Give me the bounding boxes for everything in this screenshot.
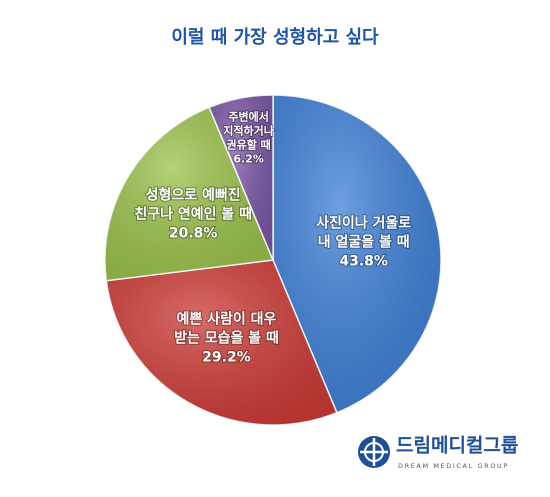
category-label: 성형으로 예뻐진 bbox=[146, 186, 241, 203]
category-label: 친구나 연예인 볼 때 bbox=[134, 205, 252, 222]
logo-name: 드림메디컬그룹 bbox=[396, 435, 518, 457]
logo-icon-ring bbox=[364, 442, 384, 462]
value-label: 29.2% bbox=[202, 349, 251, 365]
chart-title: 이럴 때 가장 성형하고 싶다 bbox=[171, 26, 379, 48]
category-label: 주변에서 bbox=[228, 110, 268, 124]
category-label: 권유할 때 bbox=[226, 138, 270, 152]
category-label: 예쁜 사람이 대우 bbox=[177, 310, 277, 327]
category-label: 내 얼굴을 볼 때 bbox=[318, 234, 410, 250]
logo-subtitle: DREAM MEDICAL GROUP bbox=[398, 462, 509, 470]
category-label: 사진이나 거울로 bbox=[316, 214, 411, 231]
category-label: 받는 모습을 볼 때 bbox=[174, 329, 279, 346]
value-label: 43.8% bbox=[339, 253, 388, 269]
value-label: 20.8% bbox=[169, 225, 218, 241]
value-label: 6.2% bbox=[233, 153, 264, 166]
category-label: 지적하거나 bbox=[223, 124, 274, 138]
logo: 드림메디컬그룹 DREAM MEDICAL GROUP bbox=[358, 435, 518, 470]
